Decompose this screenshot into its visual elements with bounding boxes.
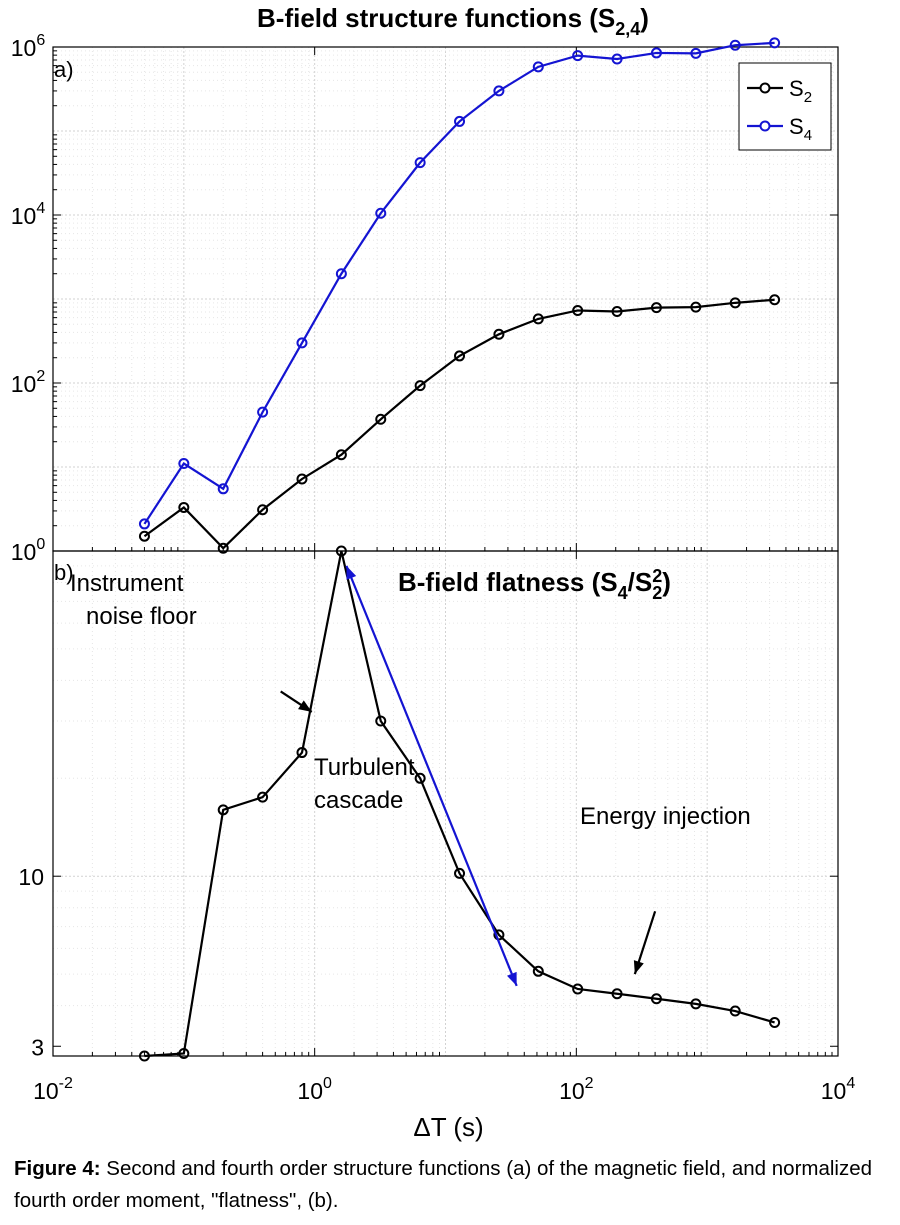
s2-series-point: [217, 542, 229, 554]
s4-series-point: [690, 47, 702, 59]
s4-series-point: [769, 37, 781, 49]
s2-series-point: [414, 380, 426, 392]
s4-series-point: [493, 85, 505, 97]
s4-series-point: [375, 207, 387, 219]
s4-series-line: [143, 41, 775, 525]
flatness-series-point: [375, 715, 387, 727]
s2-series-point: [769, 294, 781, 306]
s4-series-point: [178, 458, 190, 470]
x-axis-label: ΔT (s): [413, 1112, 483, 1142]
s2-series-point: [690, 301, 702, 313]
noise-floor-label-line2: noise floor: [86, 603, 197, 630]
text-layer: S2 S4 Instrument noise floor Turbulent cascad…: [11, 3, 856, 1142]
legend-marker: [759, 120, 771, 132]
legend-marker: [759, 82, 771, 94]
s4-series-point: [257, 406, 269, 418]
energy-injection-label: Energy injection: [580, 803, 751, 830]
y-tick-label: 100: [11, 536, 46, 565]
flatness-series-point: [296, 747, 308, 759]
s2-series-point: [375, 413, 387, 425]
panel-b-label: b): [54, 560, 74, 585]
s2-series-point: [532, 313, 544, 325]
flatness-series-point: [414, 772, 426, 784]
flatness-series-point: [690, 998, 702, 1010]
cascade-arrow: [345, 565, 518, 987]
x-tick-label: 102: [559, 1075, 594, 1104]
flatness-series-point: [729, 1005, 741, 1017]
flatness-series-point: [532, 965, 544, 977]
x-tick-label: 104: [821, 1075, 856, 1104]
panel-b-title: B-field flatness (S4/S22): [398, 566, 671, 603]
s2-series-point: [296, 473, 308, 485]
s4-series-point: [138, 518, 150, 530]
flatness-series-point: [611, 988, 623, 1000]
y-tick-label: 10: [18, 864, 44, 890]
caption-label: Figure 4:: [14, 1157, 101, 1180]
cascade-arrowhead: [506, 971, 517, 986]
s2-series-point: [572, 304, 584, 316]
legend-entry: S4: [789, 114, 812, 144]
s4-series-point: [296, 337, 308, 349]
panel-b-frame: [52, 550, 839, 1057]
figure-caption: Figure 4: Second and fourth order struct…: [14, 1153, 886, 1217]
flatness-series-point: [454, 867, 466, 879]
y-tick-label: 104: [11, 200, 46, 229]
grid-layer: [53, 47, 838, 1056]
caption-text: Second and fourth order structure functi…: [14, 1157, 873, 1212]
energy-injection-arrowhead: [633, 960, 644, 975]
flatness-series-point: [650, 993, 662, 1005]
noise-floor-arrowhead: [298, 700, 312, 712]
y-tick-label: 3: [31, 1034, 44, 1060]
flatness-series-point: [769, 1016, 781, 1028]
x-tick-label: 100: [297, 1075, 332, 1104]
legend-box: [738, 62, 832, 151]
flatness-series-line: [144, 550, 775, 1058]
x-tick-label: 10-2: [33, 1075, 73, 1104]
y-tick-label: 102: [11, 368, 46, 397]
s2-series-line: [143, 298, 775, 550]
cascade-arrowhead: [346, 565, 357, 580]
s2-series-point: [454, 350, 466, 362]
s4-series-point: [454, 115, 466, 127]
s4-series-point: [414, 157, 426, 169]
annotation-layer: [280, 565, 657, 987]
s4-series-point: [650, 47, 662, 59]
flatness-series-point: [178, 1048, 190, 1060]
flatness-series-point: [257, 791, 269, 803]
s4-series-point: [611, 53, 623, 65]
legend-entry: S2: [789, 76, 812, 106]
s2-series-point: [611, 305, 623, 317]
s2-series-point: [257, 504, 269, 516]
s2-series-point: [493, 328, 505, 340]
s4-series-point: [729, 39, 741, 51]
flatness-series-point: [217, 804, 229, 816]
s4-series-point: [572, 50, 584, 62]
panel-a-label: a): [54, 57, 74, 82]
s2-series-point: [650, 302, 662, 314]
flatness-series-point: [138, 1050, 150, 1062]
s4-series-point: [335, 268, 347, 280]
s4-series-point: [217, 483, 229, 495]
frame-layer: [52, 46, 839, 1057]
noise-floor-label-line1: Instrument: [70, 570, 184, 597]
s4-series-point: [532, 61, 544, 73]
y-tick-label: 106: [11, 32, 46, 61]
s2-series-point: [335, 449, 347, 461]
s2-series-point: [729, 297, 741, 309]
s2-series-point: [138, 530, 150, 542]
cascade-label-line1: Turbulent: [314, 754, 415, 781]
flatness-series-point: [572, 983, 584, 995]
figure-chart: S2 S4 Instrument noise floor Turbulent cascad…: [11, 3, 856, 1142]
series-layer: [138, 37, 781, 1062]
flatness-series-point: [335, 545, 347, 557]
panel-a-title: B-field structure functions (S2,4): [257, 3, 649, 39]
cascade-label-line2: cascade: [314, 787, 403, 814]
s2-series-point: [178, 501, 190, 513]
